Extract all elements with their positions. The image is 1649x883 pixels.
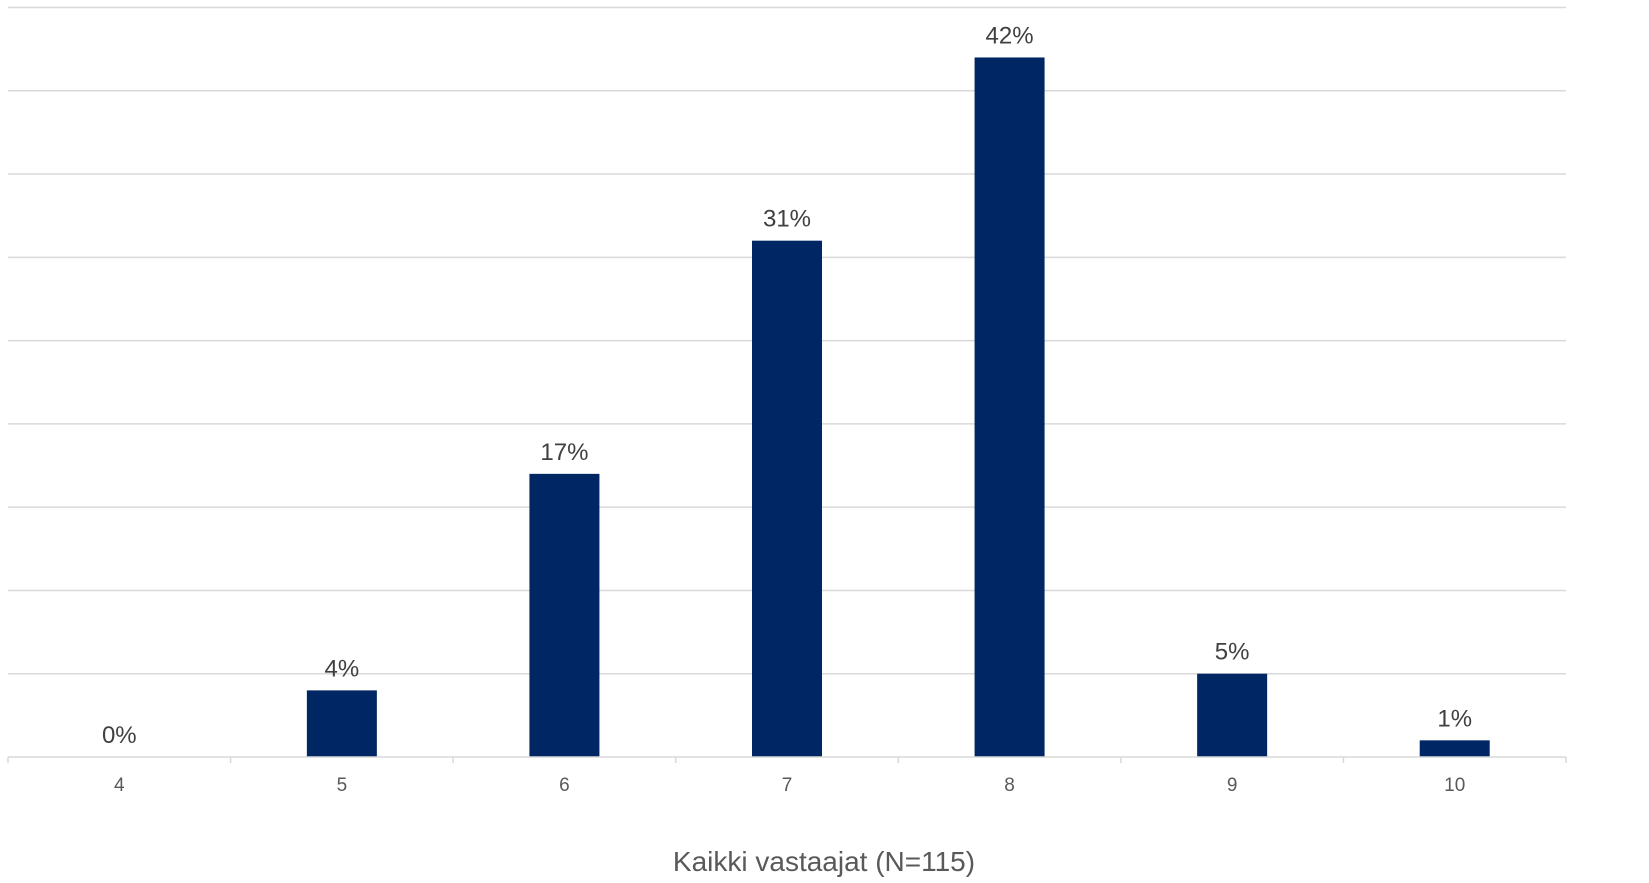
data-label-4: 0% (102, 722, 137, 749)
x-tick-label-5: 5 (337, 775, 348, 796)
x-tick-label-8: 8 (1004, 775, 1015, 796)
x-tick-label-10: 10 (1444, 775, 1465, 796)
bar-6 (529, 473, 600, 757)
x-tick-label-4: 4 (114, 775, 125, 796)
x-tick-label-9: 9 (1227, 775, 1238, 796)
bar-8 (974, 57, 1045, 757)
x-axis: 4 5 6 7 8 9 10 (7, 756, 1567, 796)
data-label-6: 17% (540, 439, 588, 466)
bar-5 (306, 690, 377, 757)
data-label-9: 5% (1215, 639, 1250, 666)
bar-10 (1419, 740, 1490, 757)
x-tick-label-7: 7 (782, 775, 793, 796)
data-label-5: 4% (325, 655, 360, 682)
bar-9 (1197, 673, 1268, 757)
data-label-7: 31% (763, 206, 811, 233)
x-axis-title: Kaikki vastaajat (N=115) (673, 846, 975, 877)
bar-7 (752, 240, 822, 757)
data-label-10: 1% (1437, 705, 1472, 732)
data-label-8: 42% (986, 22, 1034, 49)
x-tick-label-6: 6 (559, 775, 570, 796)
bars (306, 57, 1490, 757)
data-labels: 0% 4% 17% 31% 42% 5% 1% (102, 22, 1472, 749)
